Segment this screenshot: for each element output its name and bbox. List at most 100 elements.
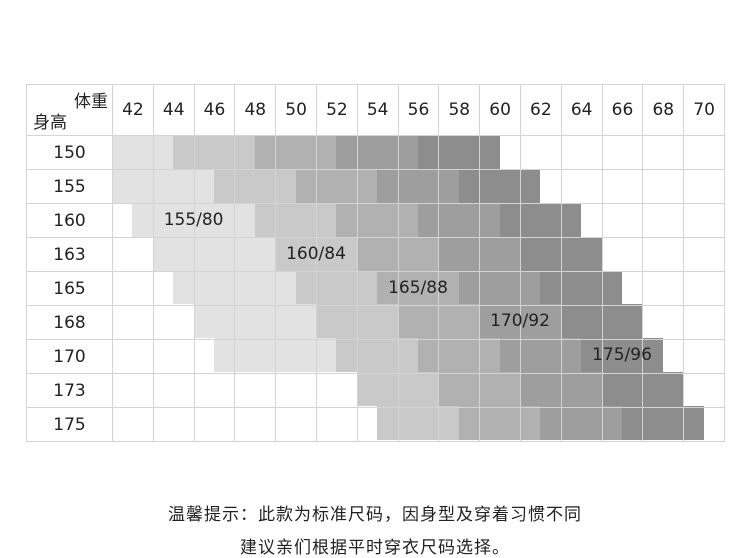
size-cell	[642, 203, 685, 238]
size-label: 170/92	[490, 311, 550, 332]
size-cell	[356, 203, 399, 238]
size-cell	[479, 407, 521, 442]
size-cell	[315, 203, 358, 238]
size-cell	[519, 271, 562, 306]
size-cell	[479, 271, 521, 306]
weight-header: 42	[112, 84, 154, 136]
height-cell: 170	[26, 339, 113, 374]
size-cell	[275, 373, 317, 408]
size-cell	[519, 407, 562, 442]
size-cell	[315, 305, 358, 340]
weight-header: 64	[560, 84, 603, 136]
table-row: 150	[26, 135, 725, 170]
weight-header: 50	[275, 84, 317, 136]
size-cell	[519, 169, 562, 204]
size-cell	[683, 339, 725, 374]
size-cell	[356, 237, 399, 272]
size-cell	[560, 203, 603, 238]
height-cell: 160	[26, 203, 113, 238]
height-cell: 168	[26, 305, 113, 340]
size-cell	[193, 169, 236, 204]
size-cell	[234, 271, 277, 306]
table-row: 175	[26, 407, 725, 442]
table-row: 165	[26, 271, 725, 306]
size-cell	[438, 373, 481, 408]
size-cell	[601, 373, 644, 408]
weight-axis-label: 体重	[74, 92, 108, 112]
size-cell	[601, 237, 644, 272]
size-cell	[315, 373, 358, 408]
size-cell	[397, 407, 440, 442]
size-cell	[519, 203, 562, 238]
weight-header: 44	[152, 84, 195, 136]
size-cell	[315, 271, 358, 306]
size-cell	[234, 407, 277, 442]
size-cell	[193, 373, 236, 408]
size-cell	[112, 373, 154, 408]
size-cell	[152, 305, 195, 340]
size-cell	[642, 135, 685, 170]
size-cell	[601, 339, 644, 374]
weight-header: 66	[601, 84, 644, 136]
size-cell	[356, 373, 399, 408]
size-cell	[152, 135, 195, 170]
size-cell	[601, 271, 644, 306]
table-row: 168	[26, 305, 725, 340]
size-cell	[152, 203, 195, 238]
size-cell	[193, 135, 236, 170]
size-cell	[234, 339, 277, 374]
size-cell	[601, 169, 644, 204]
size-cell	[275, 339, 317, 374]
size-cell	[438, 237, 481, 272]
size-cell	[519, 373, 562, 408]
height-cell: 163	[26, 237, 113, 272]
size-chart: 体重 身高 42 44 46 48 50 52 54 56 58 60 62 64 66 68 70 150…	[26, 84, 725, 442]
size-label: 160/84	[286, 243, 346, 264]
size-cell	[479, 237, 521, 272]
size-cell	[683, 237, 725, 272]
size-cell	[479, 135, 521, 170]
header-row: 体重 身高 42 44 46 48 50 52 54 56 58 60 62 64 66 68 70	[26, 84, 725, 136]
size-cell	[683, 305, 725, 340]
size-cell	[193, 305, 236, 340]
height-axis-label: 身高	[33, 113, 67, 133]
size-cell	[642, 339, 685, 374]
size-cell	[275, 169, 317, 204]
size-cell	[234, 373, 277, 408]
size-cell	[642, 373, 685, 408]
size-cell	[112, 339, 154, 374]
size-cell	[112, 237, 154, 272]
size-cell	[683, 203, 725, 238]
size-cell	[234, 169, 277, 204]
weight-header: 62	[519, 84, 562, 136]
size-cell	[519, 237, 562, 272]
table-row: 170	[26, 339, 725, 374]
size-cell	[356, 135, 399, 170]
size-label: 155/80	[163, 209, 224, 230]
size-cell	[315, 169, 358, 204]
table-row: 163	[26, 237, 725, 272]
height-cell: 165	[26, 271, 113, 306]
size-cell	[275, 135, 317, 170]
size-cell	[397, 169, 440, 204]
size-cell	[683, 271, 725, 306]
size-cell	[315, 339, 358, 374]
size-cell	[479, 169, 521, 204]
size-cell	[560, 237, 603, 272]
size-cell	[193, 339, 236, 374]
size-cell	[152, 373, 195, 408]
size-cell	[315, 407, 358, 442]
table-row: 155	[26, 169, 725, 204]
size-cell	[315, 135, 358, 170]
size-cell	[234, 305, 277, 340]
size-cell	[234, 135, 277, 170]
size-cell	[397, 305, 440, 340]
size-label: 165/88	[388, 277, 448, 298]
size-cell	[438, 135, 481, 170]
size-cell	[642, 305, 685, 340]
weight-header: 52	[315, 84, 358, 136]
size-cell	[560, 373, 603, 408]
weight-header: 56	[397, 84, 440, 136]
size-cell	[479, 203, 521, 238]
height-cell: 175	[26, 407, 113, 442]
